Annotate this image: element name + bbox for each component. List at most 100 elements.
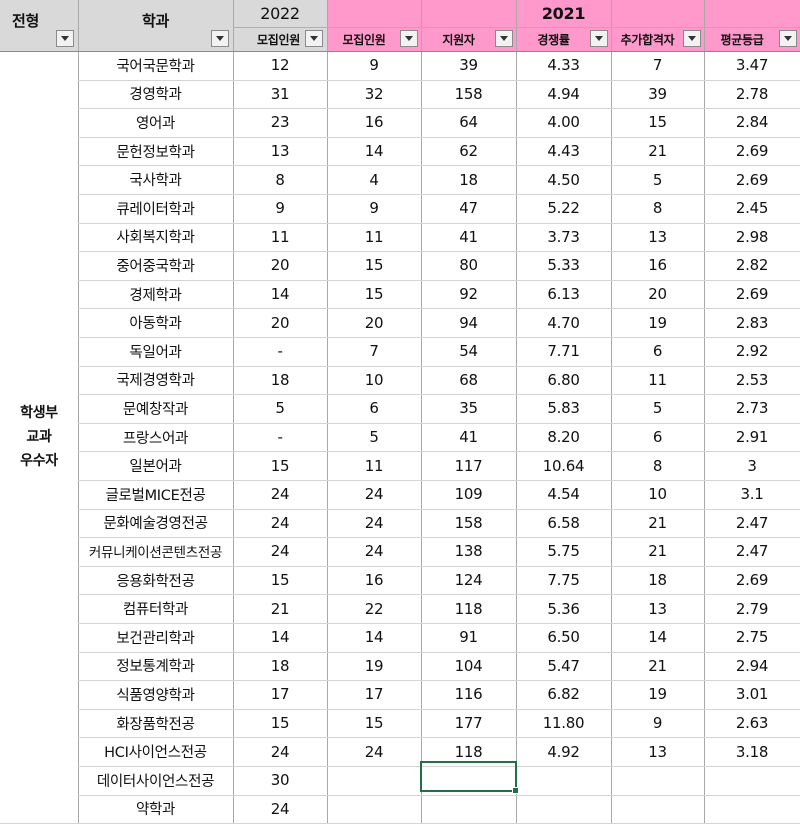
table-cell-dept[interactable]: 약학과 [135, 802, 176, 819]
table-cell-dept[interactable]: 프랑스어과 [122, 430, 189, 447]
filter-department-button[interactable] [211, 30, 229, 47]
table-cell-app[interactable]: 94 [459, 313, 478, 332]
table-cell-add[interactable]: 13 [648, 742, 667, 761]
table-cell-dept[interactable]: 보건관리학과 [116, 630, 195, 647]
table-cell-dept[interactable]: 컴퓨터학과 [122, 602, 189, 619]
table-cell-add[interactable]: 7 [652, 56, 663, 75]
table-cell-grade[interactable]: 2.82 [735, 256, 769, 275]
table-cell-add[interactable] [611, 795, 704, 824]
table-cell-q2021[interactable]: 9 [369, 199, 379, 218]
table-cell-q2021[interactable]: 16 [364, 113, 384, 132]
table-cell-app[interactable]: 116 [454, 685, 483, 704]
table-cell-add[interactable]: 5 [652, 170, 663, 189]
table-cell-q2022[interactable]: 5 [275, 399, 285, 418]
table-cell-q2021[interactable]: 22 [364, 599, 384, 618]
table-cell-grade[interactable]: 2.78 [735, 84, 769, 103]
table-cell-add[interactable]: 19 [648, 313, 667, 332]
table-cell-q2022[interactable]: 13 [270, 142, 290, 161]
table-cell-ratio[interactable]: 4.33 [547, 56, 580, 75]
table-cell-q2022[interactable]: - [277, 342, 283, 361]
table-cell-q2021[interactable]: 17 [364, 685, 384, 704]
table-cell-app[interactable]: 39 [459, 56, 478, 75]
table-cell-grade[interactable]: 2.98 [735, 227, 769, 246]
table-cell-add[interactable]: 21 [648, 513, 667, 532]
table-cell-q2021[interactable]: 15 [364, 256, 384, 275]
table-cell-app[interactable]: 158 [454, 84, 483, 103]
table-cell-grade[interactable]: 2.69 [735, 142, 769, 161]
table-cell-ratio[interactable]: 6.58 [547, 513, 580, 532]
table-cell-dept[interactable]: 문예창작과 [122, 401, 189, 418]
table-cell-dept[interactable]: 화장품학전공 [116, 716, 195, 733]
table-cell-add[interactable]: 6 [652, 428, 663, 447]
table-cell-dept[interactable]: 커뮤니케이션콘텐츠전공 [88, 545, 223, 562]
table-cell-dept[interactable]: 독일어과 [129, 344, 182, 361]
table-cell-q2021[interactable]: 11 [364, 456, 384, 475]
table-cell-ratio[interactable]: 8.20 [547, 428, 580, 447]
table-cell-q2021[interactable]: 10 [364, 370, 384, 389]
table-cell-grade[interactable]: 2.79 [735, 599, 769, 618]
table-cell-dept[interactable]: 국사학과 [129, 173, 182, 190]
table-cell-dept[interactable]: 응용화학전공 [116, 573, 195, 590]
table-cell-q2022[interactable]: 31 [270, 84, 290, 103]
table-cell-grade[interactable]: 2.73 [735, 399, 769, 418]
filter-grade-button[interactable] [779, 30, 797, 47]
table-cell-dept[interactable]: 일본어과 [129, 459, 182, 476]
table-cell-add[interactable]: 39 [648, 84, 667, 103]
table-cell-q2022[interactable]: 18 [270, 370, 290, 389]
table-cell-q2022[interactable]: 11 [270, 227, 290, 246]
table-cell-add[interactable]: 19 [648, 685, 667, 704]
table-cell-q2021[interactable]: 4 [369, 170, 379, 189]
table-cell-grade[interactable]: 3.1 [740, 485, 764, 504]
table-cell-grade[interactable]: 2.45 [735, 199, 769, 218]
table-cell-q2022[interactable]: 24 [270, 799, 290, 818]
table-cell-q2021[interactable]: 24 [364, 542, 384, 561]
table-cell-add[interactable]: 13 [648, 227, 667, 246]
table-cell-q2021[interactable]: 24 [364, 513, 384, 532]
fill-handle[interactable] [512, 787, 519, 794]
filter-additional-button[interactable] [683, 30, 701, 47]
table-cell-app[interactable]: 68 [459, 370, 478, 389]
table-cell-app[interactable]: 177 [454, 714, 483, 733]
table-cell-q2021[interactable]: 15 [364, 714, 384, 733]
table-cell-add[interactable]: 10 [648, 485, 667, 504]
table-cell-ratio[interactable]: 5.83 [547, 399, 580, 418]
table-cell-grade[interactable] [704, 795, 800, 824]
table-cell-q2022[interactable]: 23 [270, 113, 290, 132]
table-cell-ratio[interactable]: 5.36 [547, 599, 580, 618]
table-cell-q2022[interactable]: 20 [270, 256, 290, 275]
table-cell-q2021[interactable]: 5 [369, 428, 379, 447]
table-cell-q2021[interactable] [327, 766, 421, 795]
table-cell-q2021[interactable]: 14 [364, 142, 384, 161]
table-cell-add[interactable]: 15 [648, 113, 667, 132]
table-cell-q2021[interactable] [327, 795, 421, 824]
table-cell-dept[interactable]: 경제학과 [129, 287, 182, 304]
table-cell-dept[interactable]: 문헌정보학과 [116, 144, 195, 161]
table-cell-q2021[interactable]: 11 [364, 227, 384, 246]
table-cell-dept[interactable]: 데이터사이언스전공 [96, 773, 215, 790]
table-cell-q2021[interactable]: 20 [364, 313, 384, 332]
table-cell-q2022[interactable]: - [277, 428, 283, 447]
table-cell-add[interactable]: 8 [652, 199, 663, 218]
table-cell-add[interactable]: 18 [648, 571, 667, 590]
filter-admission-type-button[interactable] [56, 30, 74, 47]
table-cell-app[interactable]: 104 [454, 656, 483, 675]
table-cell-add[interactable]: 20 [648, 285, 667, 304]
table-cell-app[interactable]: 54 [459, 342, 478, 361]
table-cell-q2022[interactable]: 24 [270, 513, 290, 532]
table-cell-dept[interactable]: 정보통계학과 [116, 659, 195, 676]
table-cell-ratio[interactable]: 6.82 [547, 685, 580, 704]
table-cell-app[interactable]: 118 [454, 742, 483, 761]
table-cell-app[interactable]: 35 [459, 399, 478, 418]
table-cell-grade[interactable]: 3.18 [735, 742, 769, 761]
table-cell-q2021[interactable]: 7 [369, 342, 379, 361]
table-cell-ratio[interactable]: 4.00 [547, 113, 580, 132]
table-cell-grade[interactable]: 2.83 [735, 313, 769, 332]
table-cell-dept[interactable]: 국제경영학과 [116, 373, 195, 390]
table-cell-add[interactable]: 14 [648, 628, 667, 647]
table-cell-app[interactable]: 92 [459, 285, 478, 304]
table-cell-dept[interactable]: 글로벌MICE전공 [105, 487, 206, 504]
table-cell-grade[interactable]: 3.01 [735, 685, 769, 704]
table-cell-ratio[interactable]: 6.13 [547, 285, 580, 304]
table-cell-ratio[interactable]: 4.70 [547, 313, 580, 332]
table-cell-ratio[interactable]: 7.75 [547, 571, 580, 590]
